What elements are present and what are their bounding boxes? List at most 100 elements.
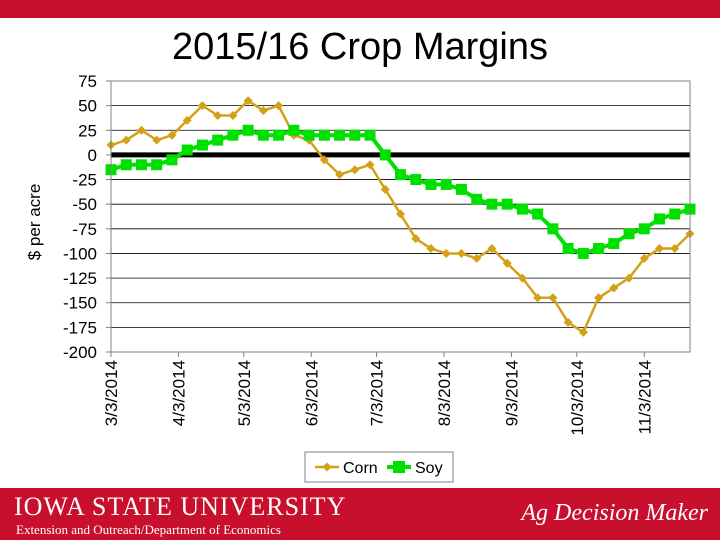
x-tick-label: 3/3/2014	[102, 360, 121, 426]
soy-data-point	[181, 144, 193, 156]
legend-soy-label: Soy	[415, 460, 443, 477]
soy-data-point	[334, 129, 346, 141]
soy-data-point	[288, 124, 300, 136]
soy-data-point	[455, 183, 467, 195]
soy-data-point	[212, 134, 224, 146]
y-tick-label: 75	[78, 72, 97, 91]
soy-data-point	[471, 193, 483, 205]
soy-data-point	[303, 129, 315, 141]
corn-data-point	[594, 293, 604, 303]
soy-data-point	[273, 129, 285, 141]
corn-data-point	[456, 248, 466, 258]
axis-layer: 75 50 25 0 -25 -50 -75 -100 -125 -150 -175 -200 3/3/…	[63, 72, 691, 436]
corn-data-point	[365, 160, 375, 170]
soy-data-point	[166, 154, 178, 166]
corn-data-point	[243, 96, 253, 106]
soy-data-point	[608, 238, 620, 250]
soy-data-point	[486, 198, 498, 210]
corn-data-point	[624, 273, 634, 283]
x-tick-label: 10/3/2014	[568, 360, 587, 436]
soy-data-point	[135, 159, 147, 171]
soy-data-point	[395, 169, 406, 181]
soy-data-point	[654, 213, 666, 225]
corn-data-point	[563, 317, 573, 327]
soy-data-point	[364, 129, 376, 141]
soy-data-point	[410, 174, 422, 186]
y-tick-label: -125	[63, 269, 97, 288]
corn-data-point	[396, 209, 405, 219]
soy-data-point	[593, 243, 605, 255]
corn-data-point	[548, 293, 558, 303]
x-tick-label: 11/3/2014	[635, 360, 654, 434]
x-tick-label: 6/3/2014	[302, 360, 321, 426]
corn-data-point	[197, 101, 207, 111]
corn-data-point	[121, 135, 131, 145]
soy-data-point	[440, 178, 452, 190]
soy-data-point	[196, 139, 208, 151]
soy-data-point	[547, 223, 559, 235]
soy-data-point	[349, 129, 361, 141]
soy-data-point	[227, 129, 239, 141]
legend: Corn Soy	[304, 451, 454, 483]
corn-data-point	[319, 155, 329, 165]
department-text: Extension and Outreach/Department of Eco…	[16, 522, 281, 537]
footer-bar: IOWA STATE UNIVERSITY Extension and Outr…	[0, 488, 720, 540]
y-tick-label: -100	[63, 244, 97, 263]
y-tick-label: -175	[63, 318, 97, 337]
y-tick-label: 0	[88, 146, 97, 165]
corn-data-point	[350, 165, 360, 175]
university-logo: IOWA STATE UNIVERSITY	[14, 492, 347, 521]
corn-data-point	[167, 130, 177, 140]
soy-data-point	[151, 159, 163, 171]
soy-data-point	[532, 208, 544, 220]
x-tick-label: 8/3/2014	[435, 360, 454, 426]
soy-data-point	[562, 243, 574, 255]
soy-data-point	[379, 149, 391, 161]
corn-data-point	[335, 170, 345, 180]
corn-data-point	[136, 125, 146, 135]
corn-data-point	[472, 253, 482, 263]
y-tick-label: 50	[78, 97, 97, 116]
corn-data-point	[152, 135, 162, 145]
y-axis-label: $ per acre	[25, 184, 44, 261]
corn-data-point	[228, 110, 238, 120]
y-tick-label: -200	[63, 343, 97, 362]
x-tick-label: 4/3/2014	[169, 360, 188, 426]
legend-soy-marker	[393, 461, 405, 473]
y-tick-label: 25	[78, 121, 97, 140]
corn-data-point	[182, 115, 192, 125]
y-tick-label: -75	[72, 220, 97, 239]
corn-data-point	[639, 253, 649, 263]
top-banner	[0, 0, 720, 18]
soy-data-point	[516, 203, 528, 215]
brand-text: Ag Decision Maker	[521, 500, 708, 526]
plot-area-border	[110, 80, 691, 353]
corn-data-point	[655, 244, 665, 254]
soy-data-point	[577, 247, 589, 259]
page-title: 2015/16 Crop Margins	[172, 26, 548, 68]
legend-corn-label: Corn	[343, 460, 378, 477]
soy-data-point	[242, 124, 254, 136]
soy-data-point	[623, 228, 635, 240]
corn-data-point	[578, 327, 588, 337]
crop-margins-chart: 75 50 25 0 -25 -50 -75 -100 -125 -150 -175 -200 3/3/…	[25, 72, 696, 483]
corn-data-point	[609, 283, 619, 293]
corn-data-point	[213, 110, 223, 120]
legend-corn-marker	[322, 462, 332, 472]
corn-data-point	[670, 244, 680, 254]
soy-data-point	[318, 129, 330, 141]
x-tick-label: 7/3/2014	[368, 360, 387, 426]
corn-data-point	[487, 244, 497, 254]
x-tick-label: 5/3/2014	[235, 360, 254, 426]
corn-data-point	[380, 184, 390, 194]
soy-data-point	[669, 208, 681, 220]
corn-data-point	[517, 273, 527, 283]
soy-data-point	[638, 223, 650, 235]
soy-data-point	[257, 129, 269, 141]
corn-data-point	[502, 258, 512, 268]
corn-data-point	[411, 234, 421, 244]
x-tick-label: 9/3/2014	[503, 360, 522, 426]
y-tick-label: -25	[72, 171, 97, 190]
corn-data-point	[274, 101, 284, 111]
series-layer	[105, 96, 696, 337]
